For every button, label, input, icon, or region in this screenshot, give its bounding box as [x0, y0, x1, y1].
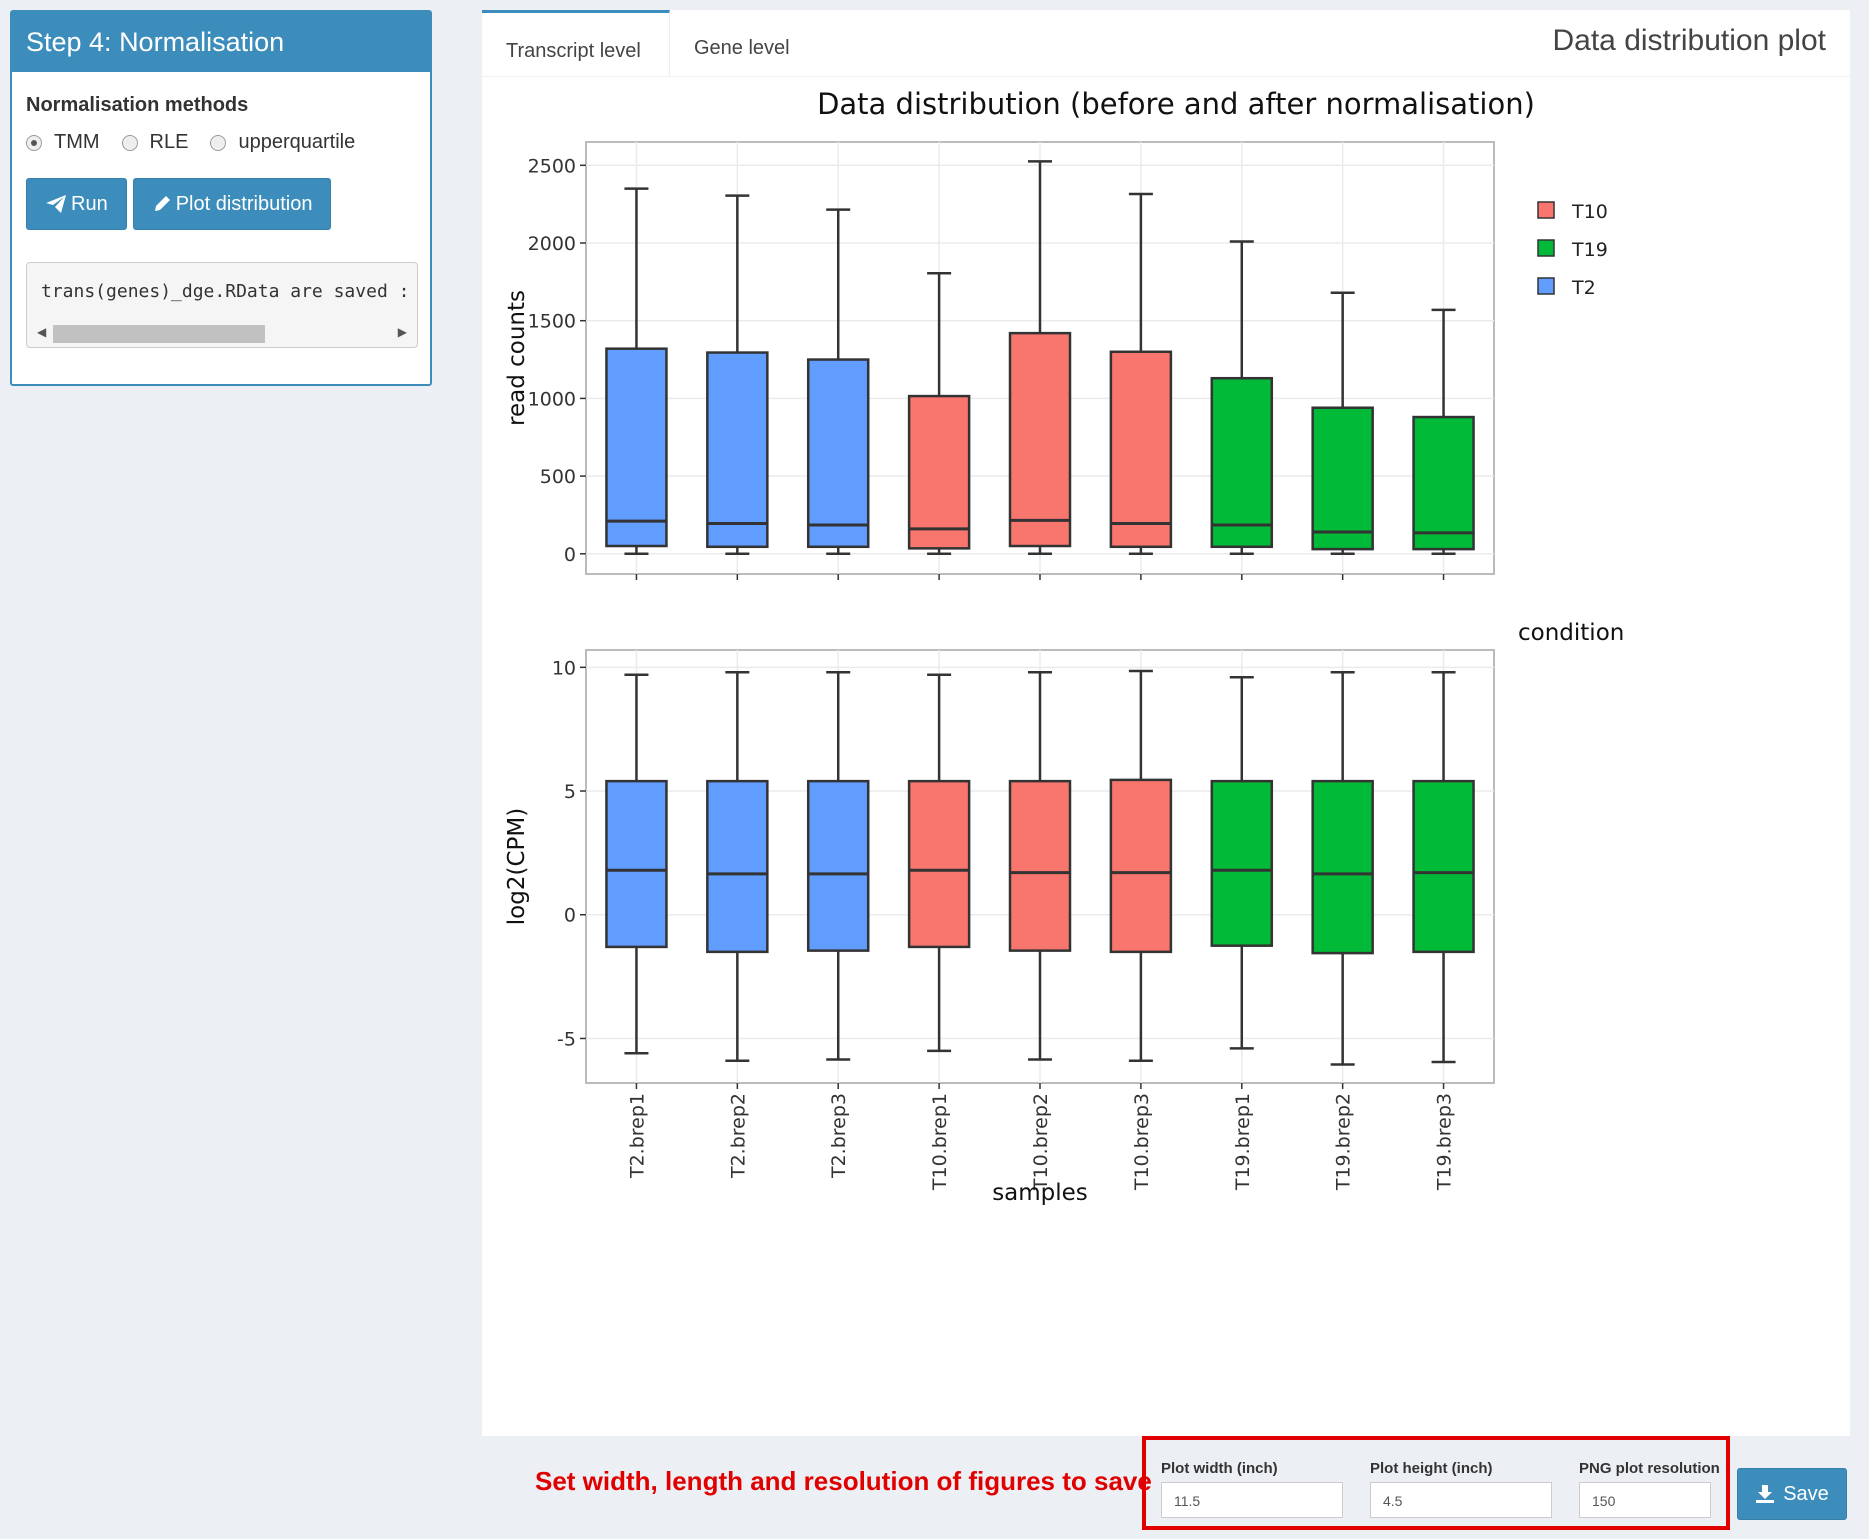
- panel-title: Data distribution plot: [1552, 24, 1827, 57]
- x-tick-label: T2.brep2: [727, 1093, 749, 1179]
- y-tick-label: 2000: [528, 233, 576, 255]
- y-tick-label: 0: [564, 544, 576, 566]
- y-tick-label: 10: [552, 657, 576, 679]
- run-button[interactable]: Run: [26, 178, 127, 230]
- y-axis-label: read counts: [504, 290, 530, 426]
- tab-gene-level[interactable]: Gene level: [694, 37, 790, 59]
- radio-label: upperquartile: [238, 131, 356, 153]
- legend-title: condition: [1518, 620, 1624, 646]
- highlight-frame: [1142, 1436, 1730, 1530]
- legend-swatch-T2: [1537, 277, 1555, 295]
- box-T19.brep1: [1210, 779, 1274, 947]
- box-T10.brep1: [907, 779, 971, 949]
- radio-circle-icon: [121, 134, 138, 151]
- box-T10.brep3: [1109, 350, 1173, 549]
- x-axis-label: samples: [992, 1180, 1088, 1206]
- y-tick-label: 500: [540, 466, 576, 488]
- x-tick-label: T10.brep3: [1131, 1093, 1153, 1191]
- distribution-chart: Data distribution (before and after norm…: [504, 87, 1624, 1206]
- x-tick-label: T10.brep2: [1030, 1093, 1052, 1191]
- legend-swatch-T10: [1537, 201, 1555, 219]
- legend-label: T2: [1571, 277, 1596, 299]
- plot-width-label: Plot width (inch): [1161, 1460, 1278, 1477]
- radio-rle[interactable]: RLE: [121, 131, 189, 154]
- box-T2.brep1: [605, 347, 668, 548]
- scrollbar-thumb[interactable]: [53, 325, 265, 343]
- box-T10.brep2: [1008, 779, 1072, 952]
- horizontal-scrollbar[interactable]: ◀ ▶: [33, 321, 411, 343]
- plot-distribution-button[interactable]: Plot distribution: [132, 178, 332, 230]
- y-tick-label: 1500: [528, 311, 576, 333]
- y-tick-label: 5: [564, 781, 576, 803]
- box-T10.brep3: [1109, 778, 1173, 954]
- png-resolution-label: PNG plot resolution: [1579, 1460, 1720, 1477]
- box-T2.brep1: [605, 779, 668, 949]
- legend-label: T10: [1571, 201, 1608, 223]
- x-tick-label: T19.brep3: [1434, 1093, 1456, 1191]
- x-tick-label: T2.brep3: [828, 1093, 850, 1179]
- box-T19.brep3: [1412, 779, 1475, 954]
- download-icon: [1756, 1485, 1775, 1503]
- plot-height-input[interactable]: 4.5: [1370, 1482, 1552, 1518]
- save-label: Save: [1783, 1482, 1829, 1505]
- radio-upperquartile[interactable]: upperquartile: [210, 131, 355, 154]
- legend-swatch-T19: [1537, 239, 1555, 257]
- y-tick-label: -5: [557, 1028, 576, 1050]
- x-tick-label: T2.brep1: [626, 1093, 648, 1179]
- y-tick-label: 1000: [528, 388, 576, 410]
- box-T2.brep2: [706, 779, 769, 954]
- box-T19.brep1: [1210, 376, 1274, 549]
- box-T2.brep3: [806, 779, 870, 952]
- x-tick-label: T10.brep1: [929, 1093, 951, 1191]
- y-tick-label: 0: [564, 905, 576, 927]
- box-T19.brep2: [1311, 779, 1374, 955]
- box-T19.brep2: [1311, 406, 1374, 551]
- save-button[interactable]: Save: [1737, 1468, 1847, 1520]
- plot-height-label: Plot height (inch): [1370, 1460, 1493, 1477]
- plot-width-input[interactable]: 11.5: [1161, 1482, 1343, 1518]
- tab-bar: Transcript level Gene level Data distrib…: [482, 10, 1850, 77]
- radio-circle-icon: [210, 134, 227, 151]
- methods-label: Normalisation methods: [26, 94, 249, 116]
- x-tick-label: T19.brep2: [1333, 1093, 1355, 1191]
- plot-distribution-label: Plot distribution: [175, 192, 313, 215]
- radio-label: TMM: [54, 131, 100, 153]
- box-T19.brep3: [1412, 415, 1475, 551]
- annotation-text: Set width, length and resolution of figu…: [535, 1466, 1152, 1496]
- plot-panel: Transcript level Gene level Data distrib…: [482, 10, 1850, 1436]
- radio-label: RLE: [149, 131, 189, 153]
- box-T2.brep3: [806, 358, 870, 549]
- scroll-right-icon[interactable]: ▶: [397, 325, 407, 339]
- box-T2.brep2: [706, 351, 769, 549]
- x-tick-label: T19.brep1: [1232, 1093, 1254, 1191]
- tab-transcript-level[interactable]: Transcript level: [482, 10, 670, 76]
- legend-label: T19: [1571, 239, 1608, 261]
- scroll-left-icon[interactable]: ◀: [37, 325, 47, 339]
- box-T10.brep2: [1008, 331, 1072, 548]
- chart-title: Data distribution (before and after norm…: [817, 87, 1535, 121]
- paper-plane-icon: [46, 195, 66, 213]
- y-tick-label: 2500: [528, 155, 576, 177]
- y-axis-label: log2(CPM): [504, 808, 530, 925]
- console-output: trans(genes)_dge.RData are saved : ◀ ▶: [26, 262, 418, 348]
- box-T10.brep1: [907, 394, 971, 550]
- radio-circle-icon: [26, 134, 42, 151]
- console-text: trans(genes)_dge.RData are saved :: [41, 281, 410, 302]
- methods-radio-group: TMM RLE upperquartile: [26, 131, 416, 154]
- png-resolution-input[interactable]: 150: [1579, 1482, 1711, 1518]
- step-title: Step 4: Normalisation: [12, 12, 430, 72]
- normalisation-box: Step 4: Normalisation Normalisation meth…: [10, 10, 432, 386]
- radio-tmm[interactable]: TMM: [26, 131, 100, 154]
- pencil-icon: [154, 196, 170, 211]
- run-label: Run: [71, 192, 108, 215]
